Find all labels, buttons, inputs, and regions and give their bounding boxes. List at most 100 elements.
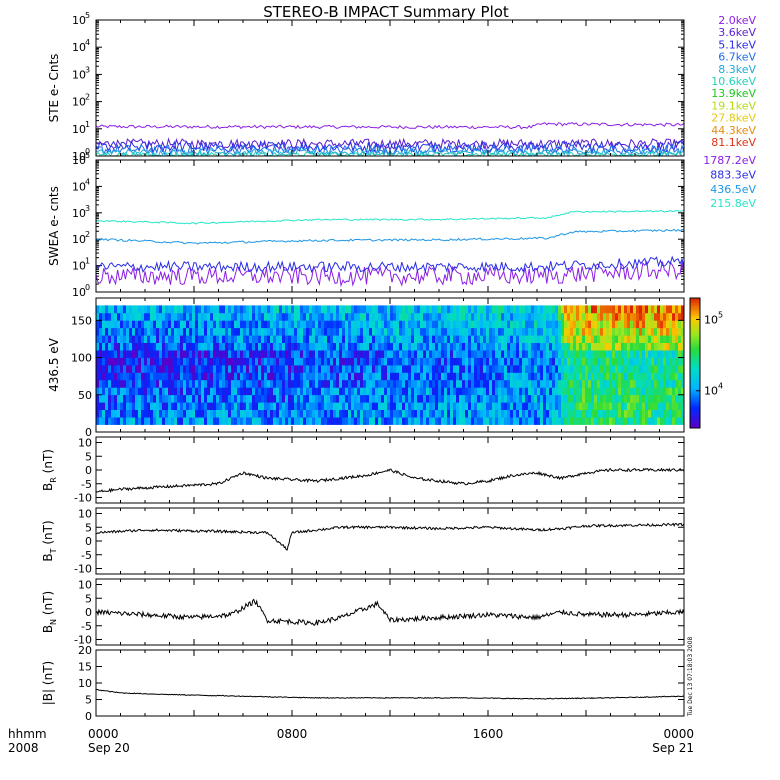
heatmap-cell bbox=[462, 342, 466, 351]
heatmap-cell bbox=[321, 387, 325, 396]
heatmap-cell bbox=[270, 365, 274, 373]
heatmap-cell bbox=[276, 327, 280, 336]
heatmap-cell bbox=[600, 402, 604, 410]
heatmap-cell bbox=[513, 350, 517, 358]
heatmap-cell bbox=[327, 320, 331, 329]
heatmap-cell bbox=[567, 312, 571, 321]
heatmap-cell bbox=[384, 335, 388, 343]
heatmap-cell bbox=[429, 327, 433, 336]
heatmap-cell bbox=[513, 335, 517, 343]
heatmap-cell bbox=[672, 394, 676, 403]
heatmap-cell bbox=[411, 379, 415, 388]
heatmap-cell bbox=[216, 342, 220, 351]
heatmap-cell bbox=[525, 320, 529, 329]
heatmap-cell bbox=[288, 305, 292, 314]
heatmap-cell bbox=[504, 409, 508, 418]
heatmap-cell bbox=[519, 342, 523, 351]
heatmap-cell bbox=[192, 305, 196, 314]
heatmap-cell bbox=[417, 417, 421, 425]
heatmap-cell bbox=[564, 342, 568, 351]
heatmap-cell bbox=[342, 342, 346, 351]
heatmap-cell bbox=[582, 305, 586, 314]
heatmap-cell bbox=[330, 312, 334, 321]
heatmap-cell bbox=[198, 357, 202, 366]
y-axis-label: 436.5 eV bbox=[47, 337, 61, 392]
heatmap-cell bbox=[348, 357, 352, 366]
colorbar-tick-label-exponent: 4 bbox=[718, 382, 723, 391]
heatmap-cell bbox=[657, 342, 661, 351]
heatmap-cell bbox=[624, 379, 628, 388]
heatmap-cell bbox=[582, 357, 586, 366]
heatmap-cell bbox=[387, 327, 391, 336]
heatmap-cell bbox=[279, 402, 283, 410]
heatmap-cell bbox=[618, 342, 622, 351]
heatmap-cell bbox=[378, 417, 382, 425]
heatmap-cell bbox=[576, 305, 580, 314]
heatmap-cell bbox=[138, 417, 142, 425]
heatmap-cell bbox=[546, 335, 550, 343]
heatmap-cell bbox=[135, 379, 139, 388]
heatmap-cell bbox=[174, 357, 178, 366]
heatmap-cell bbox=[243, 417, 247, 425]
heatmap-cell bbox=[162, 387, 166, 396]
heatmap-cell bbox=[315, 394, 319, 403]
heatmap-cell bbox=[264, 312, 268, 321]
heatmap-cell bbox=[522, 312, 526, 321]
heatmap-cell bbox=[660, 350, 664, 358]
y-tick-label-exponent: 1 bbox=[85, 257, 90, 266]
heatmap-cell bbox=[651, 357, 655, 366]
heatmap-cell bbox=[108, 327, 112, 336]
heatmap-cell bbox=[306, 372, 310, 381]
heatmap-cell bbox=[255, 372, 259, 381]
heatmap-cell bbox=[540, 417, 544, 425]
heatmap-cell bbox=[531, 379, 535, 388]
heatmap-cell bbox=[552, 409, 556, 418]
heatmap-cell bbox=[168, 365, 172, 373]
field-panel-1-frame bbox=[95, 436, 685, 504]
heatmap-cell bbox=[468, 379, 472, 388]
heatmap-cell bbox=[561, 372, 565, 381]
heatmap-cell bbox=[669, 350, 673, 358]
heatmap-cell bbox=[252, 379, 256, 388]
heatmap-cell bbox=[363, 365, 367, 373]
heatmap-cell bbox=[474, 320, 478, 329]
heatmap-cell bbox=[609, 379, 613, 388]
heatmap-cell bbox=[519, 372, 523, 381]
heatmap-cell bbox=[483, 409, 487, 418]
heatmap-cell bbox=[567, 402, 571, 410]
heatmap-cell bbox=[96, 417, 100, 425]
heatmap-cell bbox=[297, 327, 301, 336]
heatmap-cell bbox=[459, 387, 463, 396]
heatmap-cell bbox=[375, 305, 379, 314]
heatmap-cell bbox=[144, 409, 148, 418]
heatmap-cell bbox=[348, 372, 352, 381]
heatmap-cell bbox=[483, 342, 487, 351]
heatmap-cell bbox=[426, 312, 430, 321]
heatmap-cell bbox=[126, 409, 130, 418]
heatmap-cell bbox=[657, 409, 661, 418]
y-tick-label-exponent: 1 bbox=[85, 120, 90, 129]
heatmap-cell bbox=[672, 387, 676, 396]
heatmap-cell bbox=[606, 320, 610, 329]
heatmap-cell bbox=[591, 365, 595, 373]
heatmap-cell bbox=[387, 387, 391, 396]
heatmap-cell bbox=[657, 350, 661, 358]
heatmap-cell bbox=[627, 387, 631, 396]
heatmap-cell bbox=[288, 409, 292, 418]
heatmap-cell bbox=[585, 365, 589, 373]
heatmap-cell bbox=[459, 357, 463, 366]
heatmap-cell bbox=[393, 402, 397, 410]
y-tick-label: -5 bbox=[81, 549, 92, 562]
heatmap-cell bbox=[360, 327, 364, 336]
heatmap-cell bbox=[621, 409, 625, 418]
heatmap-cell bbox=[216, 327, 220, 336]
heatmap-cell bbox=[162, 409, 166, 418]
heatmap-cell bbox=[582, 335, 586, 343]
heatmap-cell bbox=[96, 335, 100, 343]
heatmap-cell bbox=[534, 350, 538, 358]
heatmap-cell bbox=[330, 342, 334, 351]
heatmap-cell bbox=[237, 305, 241, 314]
heatmap-cell bbox=[522, 327, 526, 336]
heatmap-cell bbox=[645, 327, 649, 336]
heatmap-cell bbox=[447, 379, 451, 388]
